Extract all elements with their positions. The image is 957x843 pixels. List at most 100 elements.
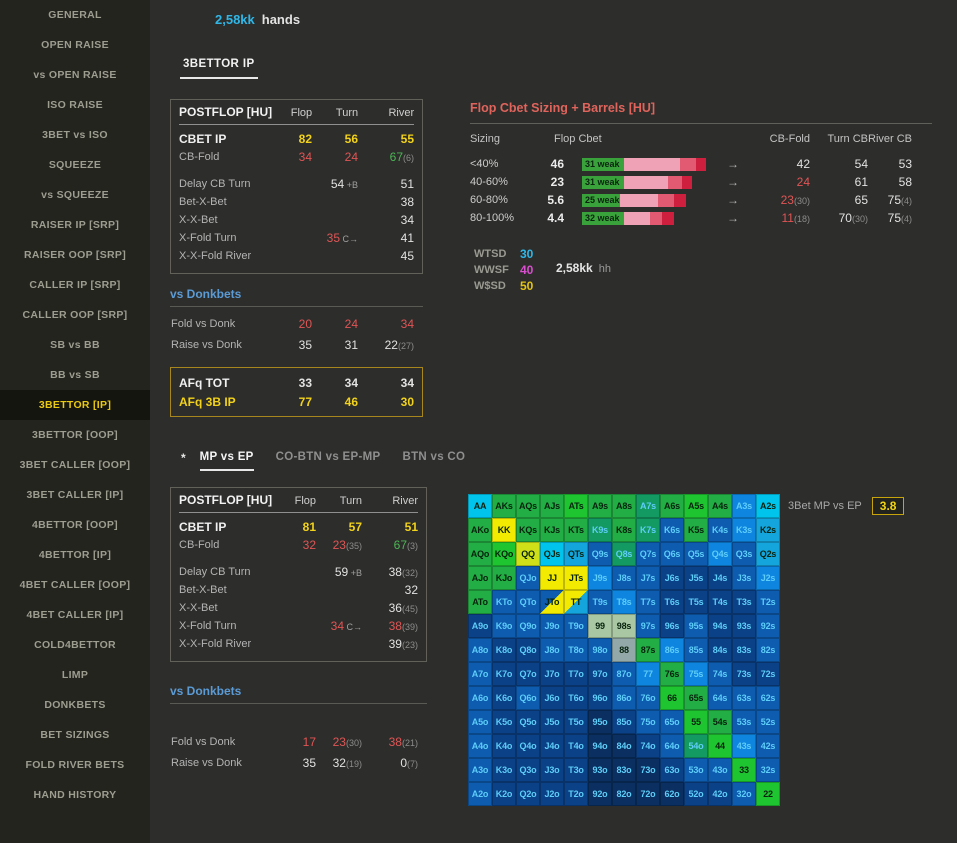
hand-cell-k7o[interactable]: K7o: [492, 662, 516, 686]
sidebar-item-caller-oop-srp[interactable]: CALLER OOP [SRP]: [22, 309, 128, 321]
hand-cell-q6o[interactable]: Q6o: [516, 686, 540, 710]
hand-cell-42o[interactable]: 42o: [708, 782, 732, 806]
hand-cell-74o[interactable]: 74o: [636, 734, 660, 758]
hand-cell-kjs[interactable]: KJs: [540, 518, 564, 542]
sidebar-item-donkbets[interactable]: DONKBETS: [44, 699, 106, 711]
hand-cell-a6s[interactable]: A6s: [660, 494, 684, 518]
hand-cell-63s[interactable]: 63s: [732, 686, 756, 710]
hand-cell-85o[interactable]: 85o: [612, 710, 636, 734]
hand-cell-32s[interactable]: 32s: [756, 758, 780, 782]
hand-cell-22[interactable]: 22: [756, 782, 780, 806]
hand-cell-88[interactable]: 88: [612, 638, 636, 662]
hand-cell-65s[interactable]: 65s: [684, 686, 708, 710]
hand-cell-53s[interactable]: 53s: [732, 710, 756, 734]
range-tab-co-btn-vs-ep-mp[interactable]: CO-BTN vs EP-MP: [275, 451, 381, 463]
hand-cell-62o[interactable]: 62o: [660, 782, 684, 806]
hand-cell-q2s[interactable]: Q2s: [756, 542, 780, 566]
hand-cell-k7s[interactable]: K7s: [636, 518, 660, 542]
hand-cell-j9s[interactable]: J9s: [588, 566, 612, 590]
hand-cell-93o[interactable]: 93o: [588, 758, 612, 782]
hand-cell-33[interactable]: 33: [732, 758, 756, 782]
hand-cell-64o[interactable]: 64o: [660, 734, 684, 758]
hand-cell-t3o[interactable]: T3o: [564, 758, 588, 782]
hand-cell-k9o[interactable]: K9o: [492, 614, 516, 638]
hand-cell-q5s[interactable]: Q5s: [684, 542, 708, 566]
hand-cell-ato[interactable]: ATo: [468, 590, 492, 614]
sidebar-item-3bettor-oop[interactable]: 3BETTOR [OOP]: [32, 429, 118, 441]
hand-cell-96s[interactable]: 96s: [660, 614, 684, 638]
sidebar-item-squeeze[interactable]: SQUEEZE: [48, 159, 102, 171]
hand-cell-a8s[interactable]: A8s: [612, 494, 636, 518]
sidebar-item-bet-sizings[interactable]: BET SIZINGS: [40, 729, 110, 741]
sidebar-item-open-raise[interactable]: OPEN RAISE: [41, 39, 109, 51]
hand-cell-62s[interactable]: 62s: [756, 686, 780, 710]
sidebar-item-fold-river-bets[interactable]: FOLD RIVER BETS: [25, 759, 125, 771]
hand-cell-64s[interactable]: 64s: [708, 686, 732, 710]
hand-cell-j8o[interactable]: J8o: [540, 638, 564, 662]
sidebar-item-4bet-caller-oop[interactable]: 4BET CALLER [OOP]: [19, 579, 131, 591]
hand-cell-aqs[interactable]: AQs: [516, 494, 540, 518]
hand-cell-95o[interactable]: 95o: [588, 710, 612, 734]
hand-cell-a4s[interactable]: A4s: [708, 494, 732, 518]
hand-cell-qjs[interactable]: QJs: [540, 542, 564, 566]
hand-cell-t5o[interactable]: T5o: [564, 710, 588, 734]
hand-cell-q4s[interactable]: Q4s: [708, 542, 732, 566]
hand-cell-jto[interactable]: JTo: [540, 590, 564, 614]
hand-cell-97o[interactable]: 97o: [588, 662, 612, 686]
hand-cell-t6s[interactable]: T6s: [660, 590, 684, 614]
hand-cell-t8s[interactable]: T8s: [612, 590, 636, 614]
hand-cell-j7o[interactable]: J7o: [540, 662, 564, 686]
hand-cell-74s[interactable]: 74s: [708, 662, 732, 686]
hand-cell-93s[interactable]: 93s: [732, 614, 756, 638]
hand-cell-qjo[interactable]: QJo: [516, 566, 540, 590]
hand-cell-q4o[interactable]: Q4o: [516, 734, 540, 758]
hand-cell-76s[interactable]: 76s: [660, 662, 684, 686]
hand-cell-kjo[interactable]: KJo: [492, 566, 516, 590]
hand-cell-j4s[interactable]: J4s: [708, 566, 732, 590]
hand-cell-75o[interactable]: 75o: [636, 710, 660, 734]
hand-cell-87s[interactable]: 87s: [636, 638, 660, 662]
sidebar-item-4bettor-ip[interactable]: 4BETTOR [IP]: [38, 549, 112, 561]
hand-cell-52o[interactable]: 52o: [684, 782, 708, 806]
hand-cell-k6o[interactable]: K6o: [492, 686, 516, 710]
hand-cell-k2o[interactable]: K2o: [492, 782, 516, 806]
hand-cell-qto[interactable]: QTo: [516, 590, 540, 614]
hand-cell-73o[interactable]: 73o: [636, 758, 660, 782]
hand-cell-54o[interactable]: 54o: [684, 734, 708, 758]
hand-cell-a9s[interactable]: A9s: [588, 494, 612, 518]
hand-cell-j6o[interactable]: J6o: [540, 686, 564, 710]
hand-cell-83s[interactable]: 83s: [732, 638, 756, 662]
hand-cell-j2o[interactable]: J2o: [540, 782, 564, 806]
hand-cell-q9o[interactable]: Q9o: [516, 614, 540, 638]
hand-cell-t8o[interactable]: T8o: [564, 638, 588, 662]
hand-cell-a6o[interactable]: A6o: [468, 686, 492, 710]
hand-cell-q3o[interactable]: Q3o: [516, 758, 540, 782]
hand-cell-k3s[interactable]: K3s: [732, 518, 756, 542]
hand-cell-a5o[interactable]: A5o: [468, 710, 492, 734]
sidebar-item-hand-history[interactable]: HAND HISTORY: [33, 789, 117, 801]
sidebar-item-general[interactable]: GENERAL: [48, 9, 102, 21]
hand-cell-t6o[interactable]: T6o: [564, 686, 588, 710]
hand-cell-j8s[interactable]: J8s: [612, 566, 636, 590]
hand-cell-75s[interactable]: 75s: [684, 662, 708, 686]
hand-cell-52s[interactable]: 52s: [756, 710, 780, 734]
hand-cell-ajo[interactable]: AJo: [468, 566, 492, 590]
hand-cell-q7s[interactable]: Q7s: [636, 542, 660, 566]
range-tab-btn-vs-co[interactable]: BTN vs CO: [402, 451, 466, 463]
hand-cell-q3s[interactable]: Q3s: [732, 542, 756, 566]
hand-cell-t9s[interactable]: T9s: [588, 590, 612, 614]
hand-cell-96o[interactable]: 96o: [588, 686, 612, 710]
hand-cell-kk[interactable]: KK: [492, 518, 516, 542]
hand-cell-77[interactable]: 77: [636, 662, 660, 686]
hand-cell-98o[interactable]: 98o: [588, 638, 612, 662]
sidebar-item-4bet-caller-ip[interactable]: 4BET CALLER [IP]: [26, 609, 124, 621]
range-tab-mp-vs-ep[interactable]: MP vs EP: [199, 451, 254, 471]
hand-cell-j5o[interactable]: J5o: [540, 710, 564, 734]
hand-cell-a5s[interactable]: A5s: [684, 494, 708, 518]
sidebar-item-vs-squeeze[interactable]: vs SQUEEZE: [41, 189, 109, 201]
sidebar-item-3bet-vs-iso[interactable]: 3BET vs ISO: [42, 129, 108, 141]
hand-cell-82s[interactable]: 82s: [756, 638, 780, 662]
hand-cell-q8o[interactable]: Q8o: [516, 638, 540, 662]
hand-cell-ats[interactable]: ATs: [564, 494, 588, 518]
hand-cell-32o[interactable]: 32o: [732, 782, 756, 806]
